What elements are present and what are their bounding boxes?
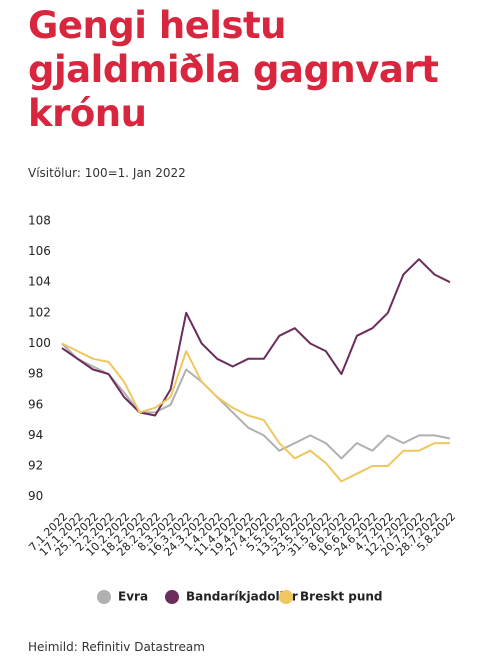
y-tick-label: 94 [28,428,43,442]
legend-label: Bandaríkjadollar [186,590,298,604]
legend-swatch [279,590,293,604]
y-tick-label: 108 [28,213,51,227]
chart-title: Gengi helstu gjaldmiðla gagnvart krónu [28,4,439,135]
legend-label: Breskt pund [300,590,383,604]
y-tick-label: 100 [28,336,51,350]
y-tick-label: 96 [28,397,43,411]
y-tick-label: 102 [28,305,51,319]
y-tick-label: 92 [28,459,43,473]
line [61,258,451,417]
source: Heimild: Refinitiv Datastream [28,640,205,654]
y-tick-label: 90 [28,489,43,503]
y-tick-label: 104 [28,275,51,289]
legend-swatch [165,590,179,604]
line [61,342,451,460]
y-tick-label: 98 [28,367,43,381]
line [61,342,450,483]
subtitle: Vísitölur: 100=1. Jan 2022 [28,166,186,180]
legend-label: Evra [118,590,148,604]
y-tick-label: 106 [28,244,51,258]
legend-swatch [97,590,111,604]
